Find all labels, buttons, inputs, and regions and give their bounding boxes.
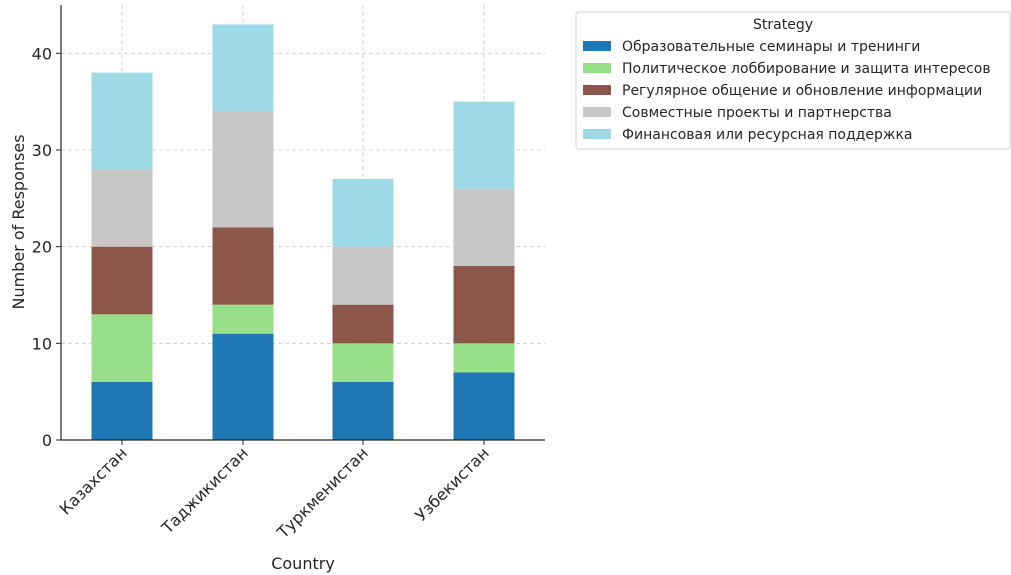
x-ticks: Казахстан Таджикистан Туркменистан Узбекист… (56, 440, 493, 543)
legend-entry-label: Финансовая или ресурсная поддержка (622, 127, 913, 143)
y-ticks: 0 10 20 30 40 (32, 44, 61, 450)
y-tick-label: 30 (32, 141, 52, 160)
bar-segment (212, 227, 274, 305)
legend-entry-label: Политическое лоббирование и защита интер… (622, 61, 991, 77)
x-tick-label: Узбекистан (411, 443, 493, 525)
legend-swatch (583, 107, 611, 117)
bar-segment (453, 101, 515, 189)
legend-entry-label: Образовательные семинары и тренинги (622, 39, 920, 55)
bars (91, 24, 515, 440)
bar-segment (212, 24, 274, 112)
x-tick-label: Таджикистан (157, 443, 252, 538)
bar-segment (332, 246, 394, 305)
bar-segment (332, 382, 394, 440)
legend-title: Strategy (753, 17, 813, 33)
legend-swatch (583, 129, 611, 139)
y-tick-label: 20 (32, 238, 52, 257)
bar-segment (332, 179, 394, 247)
legend-swatch (583, 41, 611, 51)
y-tick-label: 40 (32, 44, 52, 63)
legend-entry-label: Совместные проекты и партнерства (622, 105, 892, 121)
bar-segment (332, 343, 394, 382)
bar-segment (453, 188, 515, 266)
bar-segment (453, 266, 515, 344)
bar-segment (212, 111, 274, 228)
x-tick-label: Казахстан (56, 443, 131, 518)
x-tick-label: Туркменистан (273, 443, 372, 542)
x-axis-label: Country (271, 554, 335, 573)
y-axis-label: Number of Responses (9, 134, 28, 309)
bar-segment (91, 382, 153, 440)
y-tick-label: 0 (42, 431, 52, 450)
bar-segment (453, 372, 515, 440)
bar-segment (453, 343, 515, 373)
legend-swatch (583, 85, 611, 95)
legend-entry-label: Регулярное общение и обновление информац… (622, 83, 982, 99)
bar-segment (212, 333, 274, 440)
legend-frame (575, 11, 1011, 150)
axes (60, 5, 545, 441)
bar-segment (212, 304, 274, 334)
bar-segment (332, 304, 394, 344)
y-tick-label: 10 (32, 334, 52, 353)
bar-segment (91, 246, 153, 315)
legend-swatch (583, 63, 611, 73)
bar-segment (91, 72, 153, 170)
bar-segment (91, 314, 153, 382)
bar-segment (91, 169, 153, 247)
legend: Strategy Образовательные семинары и трен… (575, 11, 1011, 150)
